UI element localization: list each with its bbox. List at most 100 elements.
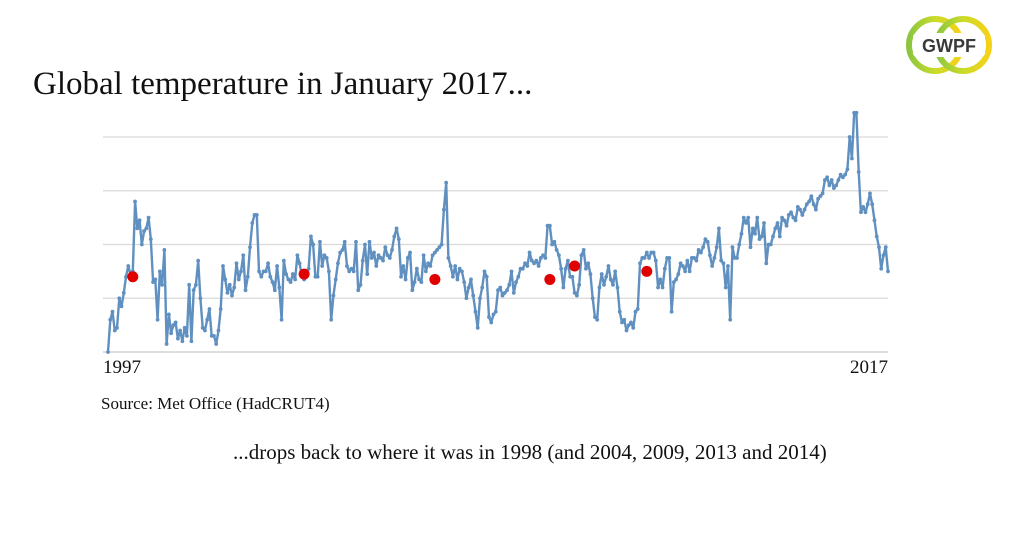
data-point — [588, 272, 593, 276]
data-point — [403, 277, 408, 282]
highlight-marker-2014 — [569, 260, 581, 272]
data-point — [723, 285, 728, 290]
data-point — [378, 256, 383, 260]
data-point — [329, 317, 334, 322]
data-point — [620, 320, 624, 325]
data-point — [451, 274, 455, 279]
data-point — [254, 213, 259, 217]
data-point — [717, 226, 721, 231]
data-point — [284, 272, 288, 276]
data-point — [696, 247, 701, 252]
data-point — [121, 290, 126, 295]
data-point — [597, 285, 602, 290]
x-tick-label-end: 2017 — [850, 357, 888, 378]
data-point — [883, 245, 888, 250]
data-point — [223, 277, 228, 282]
data-point — [854, 110, 859, 115]
data-point — [816, 196, 821, 201]
data-point — [173, 320, 178, 325]
data-point — [868, 191, 872, 196]
data-point — [460, 269, 464, 274]
data-point — [324, 256, 329, 260]
data-point — [759, 234, 764, 239]
data-point — [469, 277, 473, 282]
data-point — [613, 269, 618, 274]
data-point — [863, 210, 868, 215]
data-point — [877, 245, 881, 250]
data-point — [399, 274, 403, 279]
data-point — [836, 178, 841, 182]
data-point — [678, 261, 683, 266]
data-point — [110, 309, 115, 314]
data-point — [435, 247, 440, 252]
data-point — [232, 285, 237, 290]
data-point — [777, 234, 782, 239]
data-point — [117, 296, 122, 301]
highlight-marker-1998 — [127, 271, 139, 283]
data-point — [642, 256, 647, 260]
data-point — [773, 226, 778, 231]
data-point — [471, 293, 476, 298]
data-point — [748, 245, 753, 250]
data-point — [692, 256, 697, 260]
data-point — [561, 285, 566, 290]
data-point — [644, 250, 649, 255]
data-point — [365, 272, 370, 276]
data-point — [115, 325, 119, 330]
chart-series — [106, 110, 890, 354]
chart-markers — [127, 260, 653, 285]
data-point — [281, 258, 286, 263]
data-point — [850, 156, 854, 161]
data-point — [279, 317, 284, 322]
data-point — [541, 253, 545, 258]
data-point — [818, 194, 823, 199]
data-point — [829, 178, 834, 182]
data-point — [827, 183, 832, 188]
data-point — [886, 269, 890, 274]
data-point — [439, 242, 444, 247]
data-point — [257, 269, 261, 274]
data-point — [822, 178, 827, 182]
source-note: Source: Met Office (HadCRUT4) — [101, 394, 330, 413]
data-point — [374, 264, 379, 268]
data-point — [160, 282, 165, 287]
data-point — [444, 180, 449, 185]
data-point — [608, 277, 613, 282]
data-point — [538, 256, 543, 260]
data-point — [762, 221, 766, 225]
data-point — [293, 277, 298, 282]
data-point — [142, 229, 146, 233]
data-point — [629, 320, 633, 325]
data-point — [764, 261, 769, 266]
data-point — [726, 264, 730, 268]
data-point — [793, 218, 798, 223]
data-point — [180, 339, 185, 344]
data-point — [511, 290, 516, 295]
data-point — [182, 325, 187, 330]
data-point — [245, 274, 250, 279]
data-point — [372, 250, 376, 255]
data-point — [712, 256, 717, 260]
data-point — [798, 207, 802, 212]
data-point — [155, 317, 160, 322]
data-point — [509, 269, 514, 274]
data-point — [617, 309, 622, 314]
data-point — [708, 253, 712, 258]
data-point — [755, 215, 760, 220]
data-point — [311, 242, 316, 247]
data-point — [119, 304, 124, 309]
data-point — [604, 274, 609, 279]
data-point — [671, 280, 676, 285]
data-point — [340, 247, 345, 252]
data-point — [484, 274, 489, 279]
data-point — [457, 266, 462, 271]
data-point — [653, 258, 658, 263]
data-point — [615, 285, 620, 290]
data-point — [599, 272, 604, 276]
data-point — [622, 317, 627, 322]
data-point — [462, 280, 467, 285]
data-point — [577, 282, 582, 287]
data-point — [753, 231, 757, 236]
data-point — [187, 282, 192, 287]
